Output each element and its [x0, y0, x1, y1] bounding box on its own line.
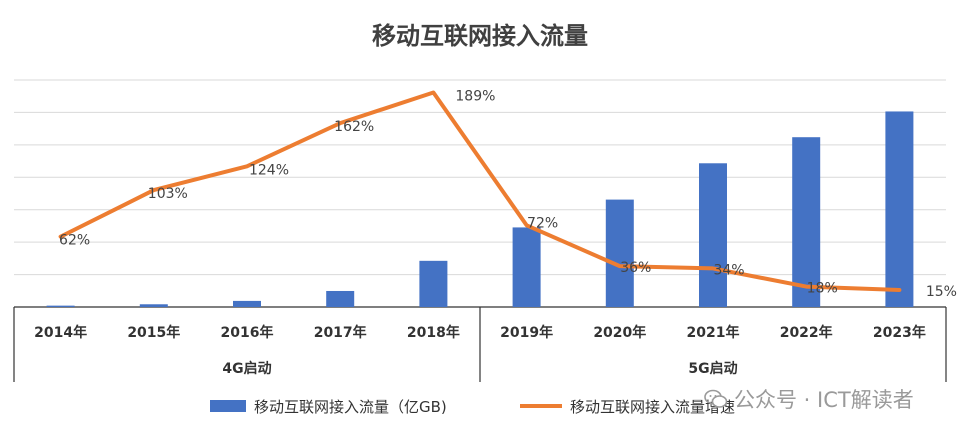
group-label: 4G启动 — [222, 360, 271, 377]
line-data-label: 124% — [249, 162, 289, 178]
legend-label-line: 移动互联网接入流量增速 — [570, 398, 735, 416]
bar — [139, 304, 168, 307]
grid-lines — [14, 79, 946, 276]
category-table: 4G启动 5G启动 2014年 2015年 2016年 2017年 2018年 2019年 20… — [13, 306, 947, 382]
category-label: 2022年 — [780, 324, 833, 341]
line-data-label: 36% — [620, 260, 651, 276]
line-data-label: 15% — [926, 284, 957, 300]
bar — [46, 305, 75, 307]
group-label: 5G启动 — [688, 360, 737, 377]
line-data-label: 62% — [59, 233, 90, 249]
bar — [512, 227, 541, 307]
bar — [326, 290, 355, 307]
line-series — [58, 90, 902, 292]
line-data-label: 162% — [334, 119, 374, 135]
watermark: 公众号 · ICT解读者 — [704, 384, 914, 414]
growth-line — [58, 90, 902, 292]
legend-swatch-bar — [210, 400, 246, 412]
bar — [605, 199, 634, 307]
category-label: 2020年 — [593, 324, 646, 341]
legend-label-bar: 移动互联网接入流量（亿GB) — [254, 398, 447, 416]
line-data-label: 18% — [807, 281, 838, 297]
category-label: 2018年 — [407, 324, 460, 341]
line-data-label: 189% — [455, 88, 495, 104]
category-label: 2016年 — [221, 324, 274, 341]
watermark-text: 公众号 · ICT解读者 — [734, 388, 914, 412]
legend: 移动互联网接入流量（亿GB) 移动互联网接入流量增速 — [210, 398, 735, 416]
wechat-icon — [704, 389, 728, 408]
bar-series — [46, 111, 914, 307]
category-label: 2019年 — [500, 324, 553, 341]
category-label: 2015年 — [127, 324, 180, 341]
bar — [885, 111, 914, 307]
category-label: 2017年 — [314, 324, 367, 341]
line-data-label: 103% — [148, 186, 188, 202]
bar — [699, 163, 727, 307]
line-data-label: 72% — [527, 215, 558, 231]
data-labels: 62% 103% 124% 162% 189% 72% 36% 34% 18% 15% — [59, 88, 957, 299]
category-label: 2014年 — [34, 324, 87, 341]
bar — [233, 300, 261, 307]
line-data-label: 34% — [713, 262, 744, 278]
chart-title: 移动互联网接入流量 — [372, 22, 588, 50]
bar — [419, 260, 448, 307]
category-label: 2023年 — [873, 324, 926, 341]
category-label: 2021年 — [687, 324, 740, 341]
bar — [792, 137, 821, 307]
